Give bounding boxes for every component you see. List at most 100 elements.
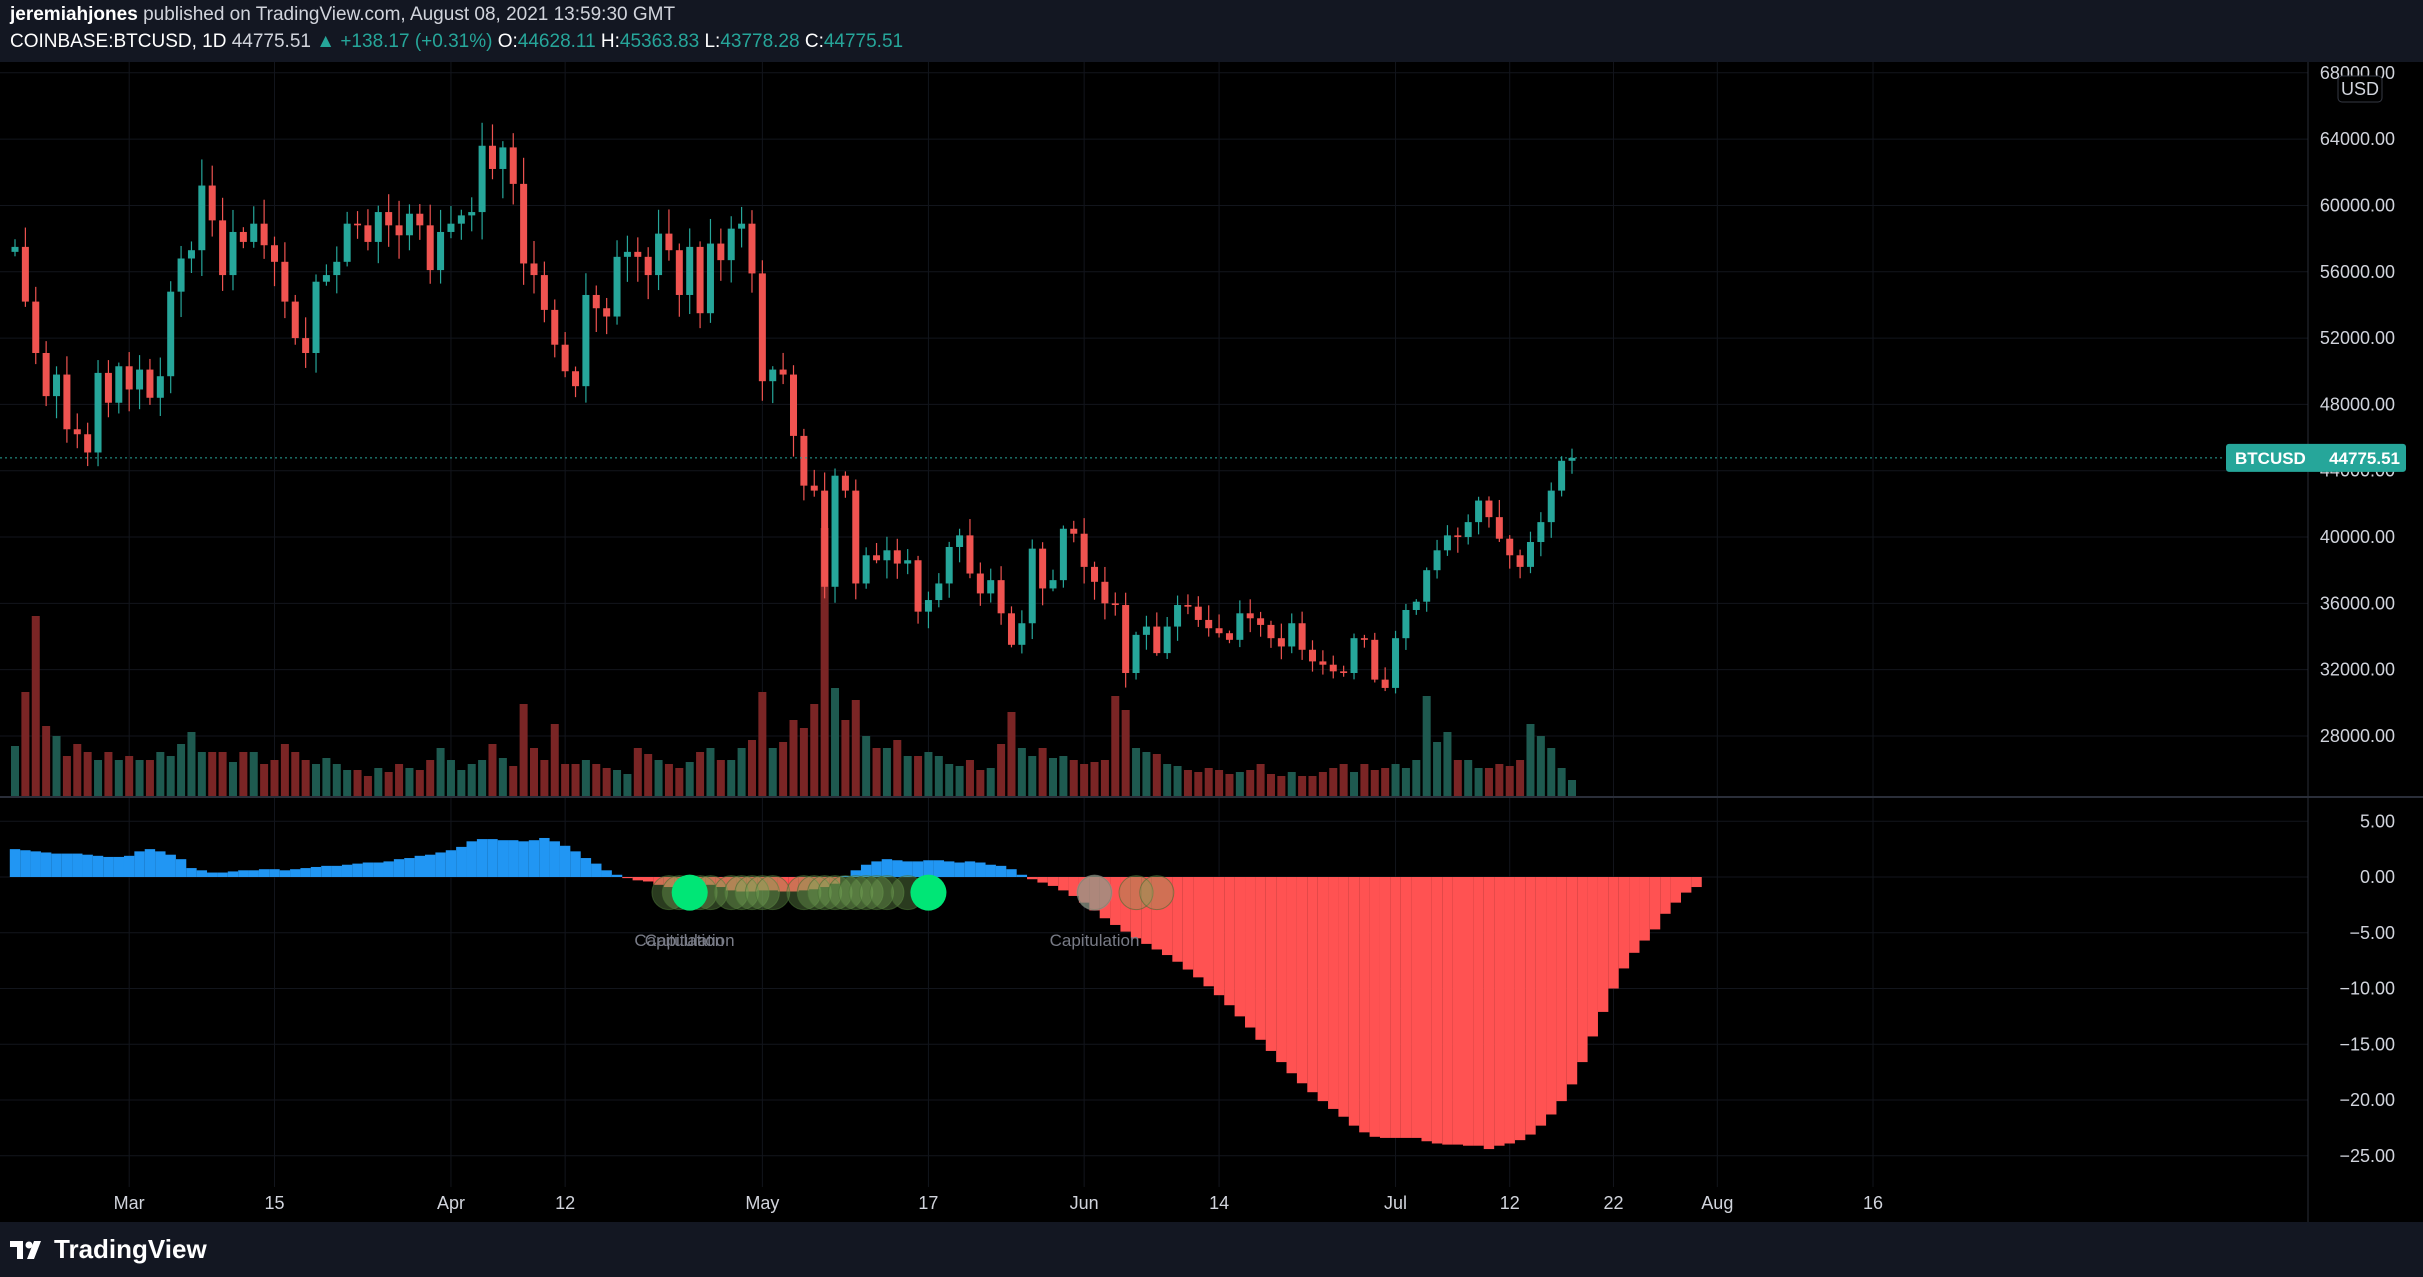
- volume-bar: [1360, 764, 1369, 796]
- volume-bar: [976, 770, 985, 796]
- oscillator-bar: [570, 851, 581, 877]
- price-tick-label: 48000.00: [2320, 394, 2395, 414]
- oscillator-bar: [632, 877, 643, 881]
- tradingview-logo[interactable]: TradingView: [10, 1234, 207, 1265]
- volume-bar: [446, 760, 455, 796]
- candle-body: [520, 183, 528, 264]
- candle-body: [1319, 661, 1327, 665]
- oscillator-bar: [528, 840, 540, 877]
- candle-body: [167, 291, 175, 377]
- oscillator-bar: [985, 864, 996, 877]
- candle-body: [976, 573, 984, 594]
- last-price-label: BTCUSD 44775.51: [2226, 443, 2406, 472]
- time-axis[interactable]: Mar 15 Apr 12 May 17 Jun 14 Jul 12 22 Aug 16: [114, 1193, 1883, 1213]
- oscillator-bar: [238, 870, 249, 877]
- volume-bar: [945, 764, 954, 796]
- signal-dot-faint: [1118, 875, 1154, 911]
- candle-body: [239, 231, 247, 242]
- oscillator-bar: [705, 877, 716, 885]
- oscillator-bar: [445, 850, 457, 877]
- candle-body: [1080, 533, 1088, 567]
- candle-body: [675, 250, 683, 295]
- price-tick-label: 52000.00: [2320, 328, 2395, 348]
- currency-badge[interactable]: USD: [2337, 75, 2383, 103]
- signal-dot-faint: [859, 875, 895, 911]
- oscillator-bar: [404, 858, 415, 877]
- candle-body: [1028, 548, 1036, 624]
- close-label: C:: [804, 31, 824, 52]
- volume-bar: [1401, 768, 1410, 796]
- oscillator-bar: [383, 861, 394, 877]
- volume-bar: [239, 752, 248, 796]
- capitulation-label: Capitulation: [634, 931, 724, 950]
- volume-bar: [1412, 760, 1421, 796]
- candle-body: [1506, 538, 1514, 556]
- volume-bar: [1505, 766, 1514, 796]
- candle-body: [1070, 528, 1078, 534]
- oscillator-bar: [1556, 877, 1567, 1102]
- oscillator-bar: [715, 877, 727, 888]
- volume-bar: [291, 752, 300, 796]
- oscillator-bar: [466, 841, 477, 877]
- candle-body: [852, 490, 860, 584]
- oscillator-bar: [944, 861, 955, 877]
- oscillator-bar: [1110, 877, 1121, 925]
- oscillator-bar: [134, 851, 145, 877]
- volume-bar: [322, 758, 331, 796]
- volume-bar: [664, 764, 673, 796]
- oscillator-bar: [736, 877, 747, 892]
- signal-dot-faint: [827, 875, 863, 911]
- volume-bar: [727, 760, 736, 796]
- oscillator-bar: [1286, 877, 1297, 1074]
- volume-bar: [1163, 764, 1172, 796]
- volume-bar: [1474, 768, 1483, 796]
- volume-bar: [1225, 774, 1234, 796]
- oscillator-bar: [1182, 877, 1194, 970]
- time-tick-label: Jul: [1384, 1193, 1407, 1213]
- volume-bar: [1547, 748, 1556, 796]
- oscillator-bar: [954, 862, 965, 877]
- volume-bar: [862, 736, 871, 796]
- oscillator-bar: [196, 870, 208, 877]
- candle-body: [831, 475, 839, 587]
- price-axis[interactable]: 28000.0032000.0036000.0040000.0044000.00…: [2320, 63, 2395, 746]
- volume-bar: [301, 760, 310, 796]
- oscillator-bar: [601, 870, 612, 877]
- candle-body: [582, 294, 590, 387]
- volume-bar: [208, 752, 217, 796]
- oscillator-bar: [1597, 877, 1609, 1012]
- signal-dot-faint: [786, 875, 822, 911]
- candle-body: [1495, 517, 1503, 539]
- symbol-label[interactable]: COINBASE:BTCUSD, 1D: [10, 31, 227, 52]
- oscillator-bar: [51, 853, 62, 877]
- volume-bar: [31, 616, 40, 796]
- oscillator-bar: [923, 860, 934, 877]
- oscillator-bar: [559, 845, 571, 877]
- oscillator-axis[interactable]: 5.00 0.00 −5.00 −10.00 −15.00 −20.00 −25.00: [2339, 811, 2395, 1166]
- volume-bar: [498, 758, 507, 796]
- author-name[interactable]: jeremiahjones: [10, 4, 138, 25]
- oscillator-bar: [1203, 877, 1214, 987]
- volume-bar: [592, 764, 601, 796]
- capitulation-label: Capitulation: [1050, 931, 1140, 950]
- signal-dot-faint: [734, 875, 770, 911]
- candle-body: [893, 550, 901, 564]
- candle-body: [1464, 522, 1472, 538]
- volume-bar: [1183, 770, 1192, 796]
- time-tick-label: 16: [1863, 1193, 1883, 1213]
- osc-tick-label: 5.00: [2360, 811, 2395, 831]
- oscillator-bar: [1525, 877, 1536, 1135]
- candle-body: [1215, 628, 1223, 634]
- oscillator-bar: [1307, 877, 1318, 1093]
- oscillator-bar: [1463, 877, 1474, 1146]
- osc-tick-label: −5.00: [2349, 923, 2395, 943]
- oscillator-bar: [746, 877, 758, 892]
- volume-bar: [530, 748, 538, 796]
- candle-body: [405, 213, 413, 236]
- candle-body: [634, 251, 642, 257]
- candle-body: [717, 243, 725, 261]
- osc-tick-label: −20.00: [2339, 1090, 2395, 1110]
- candle-body: [63, 374, 71, 430]
- volume-bar: [997, 744, 1006, 796]
